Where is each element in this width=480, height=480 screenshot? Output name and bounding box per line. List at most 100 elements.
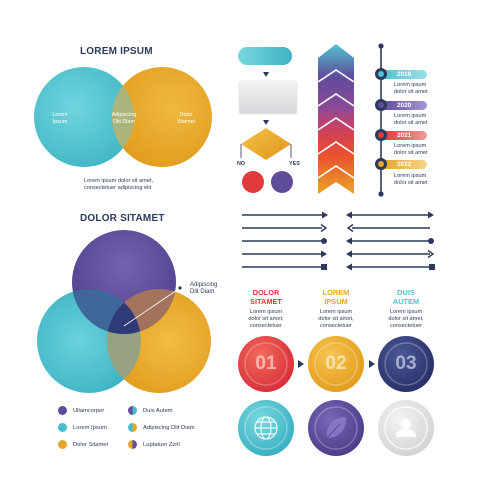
flowchart (238, 47, 298, 193)
step-arrow-icon (298, 360, 304, 368)
chevron-stripe-1 (317, 69, 355, 83)
step-2-desc-line3: consectetuer (319, 323, 353, 329)
chevron-stripe-4 (317, 141, 355, 155)
venn1-caption-line2: consectetuer adipiscing elit (84, 185, 152, 191)
venn2-title: DOLOR SITAMET (80, 213, 165, 224)
step-2-title-line2: IPSUM (324, 297, 348, 306)
timeline-year-2021: 2021 (383, 131, 427, 140)
venn2-center-overlap (107, 289, 141, 334)
step-circles (238, 336, 434, 392)
step-1-number: 01 (255, 353, 277, 374)
step-3-desc-line1: Lorem ipsum (389, 309, 423, 315)
flowchart-decision-diamond (241, 128, 291, 160)
step-3-inner-ring (384, 342, 428, 386)
flowchart-yes-circle (271, 171, 293, 193)
left-arrow-icon (346, 223, 354, 233)
left-arrow-icon (429, 264, 435, 270)
left-arrow-icon (346, 237, 352, 245)
legend-label: Duis Autem (143, 407, 173, 414)
timeline-year-2022: 2022 (383, 160, 427, 169)
step-3-desc-line2: dolor sit amet, (388, 316, 424, 322)
step-2-desc-line1: Lorem ipsum (319, 309, 353, 315)
globe-icon (254, 416, 278, 440)
step-3-desc-line3: consectetuer (389, 323, 423, 329)
left-arrow-icon (427, 249, 435, 259)
venn1-caption-line1: Lorem ipsum dolor sit amet, (84, 178, 154, 184)
icon-circle-3-ring (384, 406, 428, 450)
legend-item-duis-autem: Duis Autem (128, 406, 173, 415)
step-1-title-line2: SITAMET (250, 297, 282, 306)
timeline-node-inner (378, 102, 384, 108)
step-2-inner-ring (314, 342, 358, 386)
venn2-callout-line1: Adipiscing (190, 282, 218, 288)
step-1-desc-line1: Lorem ipsum (249, 309, 283, 315)
step-1-desc-line3: consectetuer (249, 323, 283, 329)
flowchart-no-circle (242, 171, 264, 193)
timeline-desc-line1: Lorem ipsum (394, 82, 427, 88)
left-arrow-group (346, 211, 435, 271)
flowchart-start-pill (238, 47, 292, 65)
legend-label: Luptatum Zzril (143, 441, 180, 448)
icon-circle-1-ring (244, 406, 288, 450)
timeline-desc-line1: Lorem ipsum (394, 173, 427, 179)
flowchart-arrow-down-2 (263, 120, 269, 125)
left-arrow-icon (346, 211, 352, 219)
venn1-center-label: Adipiscing Dlit Diam (111, 112, 137, 125)
flowchart-process-box (238, 80, 298, 115)
timeline-year-2019: 2019 (383, 70, 427, 79)
step-1-title-line1: DOLOR (252, 288, 280, 297)
venn2-callout-line2: Dlit Diam (190, 289, 215, 295)
right-arrow-icon (321, 238, 327, 244)
user-icon (396, 419, 416, 437)
step-3-title-line1: DUIS (397, 288, 415, 297)
chevron-stripe-3 (317, 117, 355, 131)
legend-label: Dolor Sitamet (73, 441, 109, 448)
chevron-ribbon-shape (318, 44, 354, 194)
chevron-stripe-5 (317, 165, 355, 179)
step-2-circle (308, 336, 364, 392)
flowchart-no-label: NO (237, 161, 246, 167)
legend-label: Ullamcorper (73, 407, 105, 414)
chevron-stripe-2 (317, 93, 355, 107)
legend-item-dolor-sitamet: Dolor Sitamet (58, 440, 108, 449)
step-3-circle (378, 336, 434, 392)
venn2-diagram (37, 230, 211, 393)
icon-circles (238, 400, 434, 456)
timeline-desc-line2: dolor sit amet (394, 89, 428, 95)
icon-circle-2-ring (314, 406, 358, 450)
timeline-year-2020: 2020 (383, 101, 427, 110)
legend-label: Adipiscing Dlit Diam (143, 424, 195, 431)
step-2-number: 02 (325, 353, 347, 374)
legend-dot (128, 440, 137, 449)
timeline-node-inner (378, 132, 384, 138)
venn2-callout-line (123, 287, 181, 327)
legend-item-ullamcorper: Ullamcorper (58, 406, 104, 415)
legend-item-adipiscing: Adipiscing Dlit Diam (128, 423, 195, 432)
venn1-left-label: Lorem Ipsum (52, 112, 68, 125)
legend-label: Lorem Ipsum (73, 424, 107, 431)
legend-dot (58, 406, 67, 415)
timeline-desc-line2: dolor sit amet (394, 180, 428, 186)
step-3-title-line2: AUTEM (392, 297, 420, 306)
step-2-desc-line2: dolor sit amet, (318, 316, 354, 322)
timeline-desc-line1: Lorem ipsum (394, 143, 427, 149)
step-1-desc-line2: dolor sit amet, (248, 316, 284, 322)
timeline-axis (378, 43, 384, 197)
leaf-icon (326, 417, 347, 439)
legend-dot (128, 423, 137, 432)
left-arrow-icon (428, 238, 434, 244)
flowchart-arrow-down-1 (263, 72, 269, 77)
right-arrow-icon (320, 223, 328, 233)
timeline-desc-line2: dolor sit amet (394, 150, 428, 156)
left-arrow-icon (346, 263, 352, 271)
legend-dot (58, 440, 67, 449)
timeline-desc-line2: dolor sit amet (394, 120, 428, 126)
venn1-left-circle (34, 67, 134, 167)
legend-dot (128, 406, 137, 415)
legend-dot (58, 423, 67, 432)
step-arrow-icon (369, 360, 375, 368)
right-arrow-icon (322, 211, 328, 219)
chevron-ribbon (317, 44, 355, 194)
timeline-desc-line1: Lorem ipsum (394, 113, 427, 119)
step-2-title-line1: LOREM (322, 288, 350, 297)
